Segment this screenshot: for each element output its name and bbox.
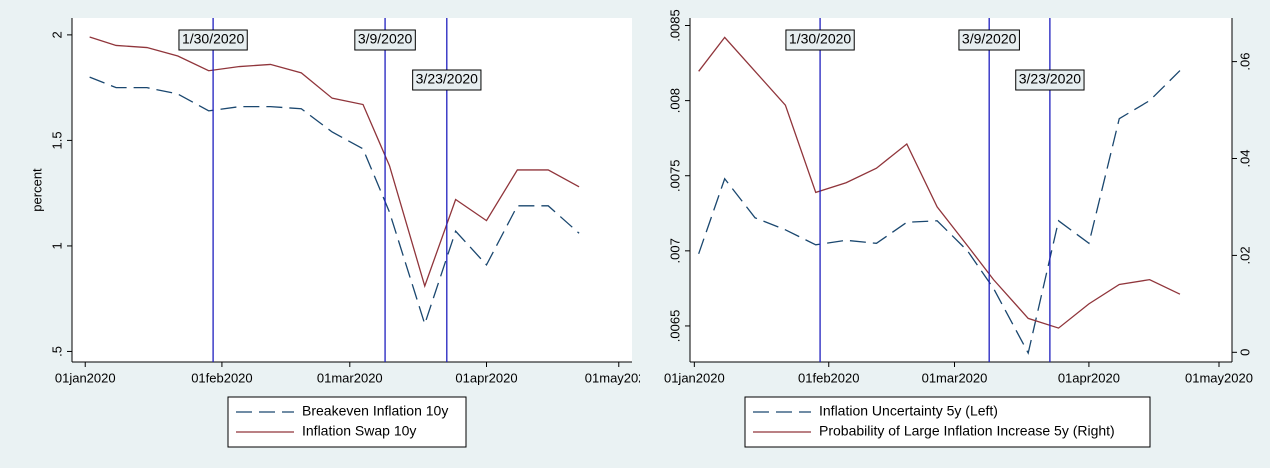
x-tick-label: 01jan2020 xyxy=(55,370,116,385)
series-line xyxy=(698,70,1181,355)
x-tick-label: 01feb2020 xyxy=(191,370,252,385)
event-label-box xyxy=(412,69,482,91)
y-tick-label: .007 xyxy=(667,238,682,263)
event-label-box xyxy=(785,29,855,51)
x-tick-label: 01jan2020 xyxy=(664,370,725,385)
plot-area xyxy=(72,18,632,362)
x-tick-label: 01apr2020 xyxy=(1058,370,1120,385)
x-tick-label: 01feb2020 xyxy=(798,370,859,385)
event-label: 3/23/2020 xyxy=(416,71,478,87)
legend-box xyxy=(744,396,1151,448)
y-axis-title: percent xyxy=(29,168,44,212)
event-label-box xyxy=(958,29,1020,51)
x-tick-label: 01may2020 xyxy=(1185,370,1253,385)
series-line xyxy=(698,36,1181,329)
event-label-box xyxy=(354,29,416,51)
y2-tick-label: .04 xyxy=(1237,149,1252,167)
y-tick-label: .5 xyxy=(49,346,64,357)
y-tick-label: 1 xyxy=(49,242,64,249)
y-tick-label: .0085 xyxy=(667,9,682,42)
event-label-box xyxy=(178,29,248,51)
event-label: 1/30/2020 xyxy=(182,31,244,47)
y-tick-label: .0065 xyxy=(667,310,682,343)
left-panel: 01jan2020 01feb2020 01mar2020 01apr2020 01ma… xyxy=(29,18,653,448)
event-label: 3/23/2020 xyxy=(1019,71,1081,87)
legend-label: Probability of Large Inflation Increase … xyxy=(819,423,1115,439)
series-line xyxy=(89,36,580,289)
x-tick-label: 01may2020 xyxy=(585,370,653,385)
event-label: 3/9/2020 xyxy=(358,31,413,47)
event-label: 1/30/2020 xyxy=(789,31,851,47)
y2-tick-label: 0 xyxy=(1237,349,1252,356)
plot-area xyxy=(690,18,1232,362)
legend-box xyxy=(227,396,467,448)
y-tick-label: .008 xyxy=(667,88,682,113)
x-tick-label: 01mar2020 xyxy=(922,370,988,385)
legend-label: Inflation Uncertainty 5y (Left) xyxy=(819,403,998,419)
event-label: 3/9/2020 xyxy=(962,31,1017,47)
series-line xyxy=(89,76,580,327)
x-tick-label: 01mar2020 xyxy=(317,370,383,385)
right-panel: 01jan2020 01feb2020 01mar2020 01apr2020 01ma… xyxy=(664,9,1253,448)
x-tick-label: 01apr2020 xyxy=(455,370,517,385)
y2-tick-label: .06 xyxy=(1237,53,1252,71)
y-tick-label: 1.5 xyxy=(49,131,64,149)
y2-tick-label: .02 xyxy=(1237,246,1252,264)
legend-label: Breakeven Inflation 10y xyxy=(302,403,448,419)
legend-label: Inflation Swap 10y xyxy=(302,423,416,439)
y-tick-label: .0075 xyxy=(667,159,682,192)
event-label-box xyxy=(1015,69,1085,91)
y-tick-label: 2 xyxy=(49,31,64,38)
